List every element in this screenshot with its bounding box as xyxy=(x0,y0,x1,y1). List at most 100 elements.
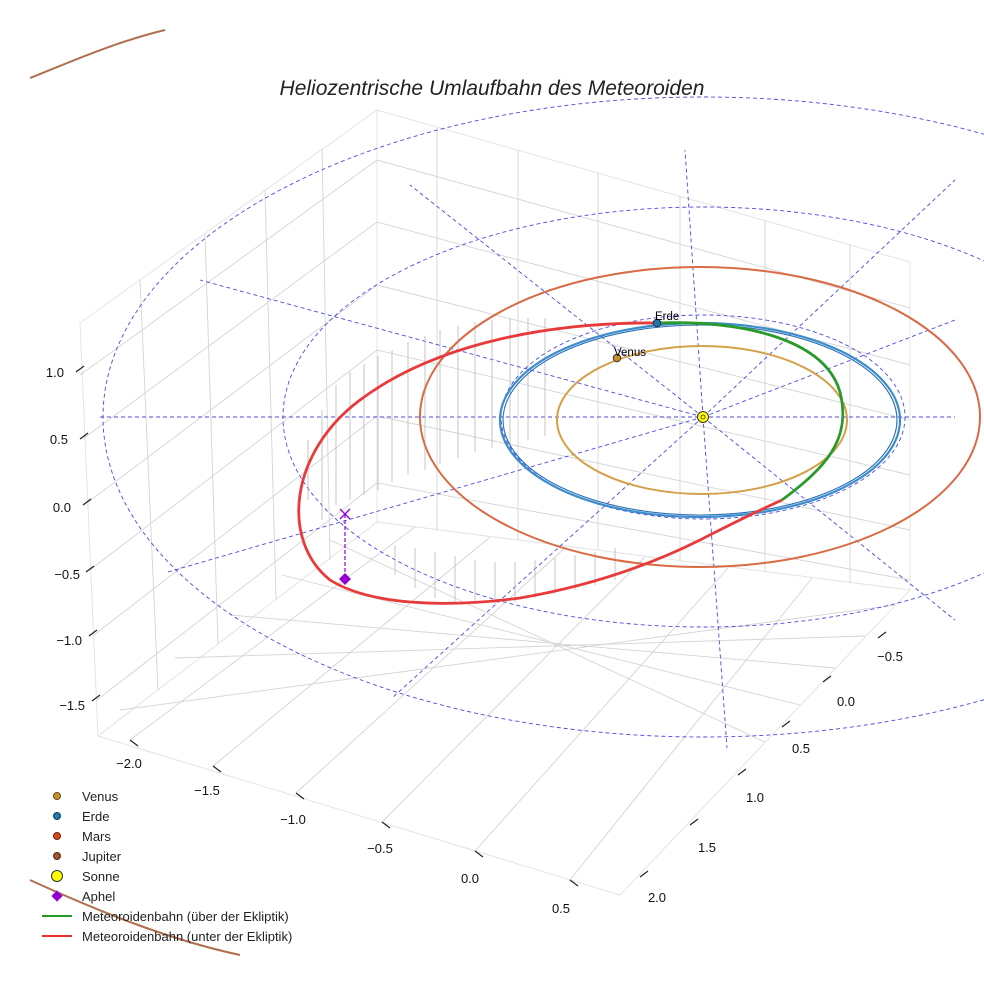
z-axis-tick xyxy=(85,565,95,573)
legend: Venus Erde Mars Jupiter Sonne Aphel Mete… xyxy=(40,786,370,946)
x-axis-tick xyxy=(569,879,579,887)
x-tick-label: −1.0 xyxy=(280,812,306,827)
legend-label: Venus xyxy=(82,788,119,804)
grid-line xyxy=(474,567,729,852)
grid-line xyxy=(376,415,911,531)
y-tick-label: −0.5 xyxy=(877,649,903,664)
y-axis-tick xyxy=(737,768,747,776)
reference-ray xyxy=(409,184,704,418)
floor-pane xyxy=(96,521,912,896)
earth-orbit-inner xyxy=(502,324,898,516)
z-tick-label: 0.0 xyxy=(53,500,71,515)
legend-item-orbit-below: Meteoroidenbahn (unter der Ekliptik) xyxy=(40,926,370,946)
y-axis-tick xyxy=(689,818,699,826)
aphelion-diamond xyxy=(339,573,351,585)
z-axis: 1.0 0.5 0.0 −0.5 −1.0 −1.5 xyxy=(46,365,101,713)
grid-line xyxy=(329,539,766,743)
y-tick-label: 0.0 xyxy=(837,694,855,709)
legend-line xyxy=(42,935,72,937)
legend-dot xyxy=(53,852,61,860)
grid-line xyxy=(93,415,378,636)
jupiter-orbit-arc xyxy=(29,29,166,79)
jupiter-legend-icon xyxy=(40,846,74,866)
venus-marker xyxy=(612,353,622,363)
z-tick-label: −1.0 xyxy=(56,633,82,648)
z-axis-tick xyxy=(91,694,101,702)
z-axis-tick xyxy=(88,629,98,637)
legend-label: Jupiter xyxy=(82,848,122,864)
x-tick-label: −2.0 xyxy=(116,756,142,771)
x-axis-tick xyxy=(295,792,305,800)
z-axis-tick xyxy=(79,432,89,440)
legend-dot xyxy=(53,812,61,820)
y-axis-tick xyxy=(822,675,832,683)
x-tick-label: 0.0 xyxy=(461,871,479,886)
grid-line xyxy=(129,526,416,741)
grid-line xyxy=(376,221,911,366)
grid-line xyxy=(229,614,836,669)
x-axis-tick xyxy=(129,739,139,747)
reference-ray xyxy=(702,416,728,749)
grid-line xyxy=(89,349,378,571)
venus-legend-icon xyxy=(40,786,74,806)
legend-label: Aphel xyxy=(82,888,116,904)
grid-line xyxy=(83,221,378,439)
grid-line xyxy=(204,233,219,645)
legend-sun-marker xyxy=(51,870,63,882)
grid-line xyxy=(96,482,378,701)
meteoroid-orbit-below xyxy=(297,321,783,605)
venus-orbit xyxy=(556,345,848,495)
legend-item-erde: Erde xyxy=(40,806,370,826)
grid-line xyxy=(139,279,159,691)
grid-line xyxy=(321,148,331,561)
reference-ray xyxy=(702,179,956,418)
legend-item-venus: Venus xyxy=(40,786,370,806)
line-legend-icon xyxy=(40,906,74,926)
sun-core xyxy=(700,414,706,420)
y-axis: −0.5 0.0 0.5 1.0 1.5 2.0 xyxy=(639,631,903,905)
reference-ray xyxy=(702,416,956,621)
legend-dot xyxy=(53,792,61,800)
planet-markers: Erde Venus xyxy=(612,311,679,363)
grid-line xyxy=(119,604,896,711)
y-axis-tick xyxy=(877,631,887,639)
y-axis-tick xyxy=(781,720,791,728)
earth-legend-icon xyxy=(40,806,74,826)
mars-legend-icon xyxy=(40,826,74,846)
mars-orbit xyxy=(419,266,981,568)
chart-title: Heliozentrische Umlaufbahn des Meteoroid… xyxy=(280,77,705,100)
z-tick-label: −1.5 xyxy=(59,698,85,713)
aphelion-projection-cross xyxy=(339,508,351,520)
earth-label: Erde xyxy=(655,311,679,323)
z-tick-label: −0.5 xyxy=(54,567,80,582)
y-axis-tick xyxy=(639,870,649,878)
earth-marker xyxy=(652,318,662,328)
x-tick-label: −1.5 xyxy=(194,783,220,798)
y-tick-label: 1.0 xyxy=(746,790,764,805)
legend-item-mars: Mars xyxy=(40,826,370,846)
meteoroid-orbit-above xyxy=(656,321,845,502)
reference-ray xyxy=(684,149,704,418)
legend-item-jupiter: Jupiter xyxy=(40,846,370,866)
x-tick-label: 0.5 xyxy=(552,901,570,916)
sun-circle xyxy=(697,411,709,423)
y-tick-label: 0.5 xyxy=(792,741,810,756)
aphelion-marker xyxy=(339,508,351,585)
legend-label: Meteoroidenbahn (über der Ekliptik) xyxy=(82,908,289,924)
legend-dot xyxy=(53,832,61,840)
legend-label: Mars xyxy=(82,828,111,844)
sun-legend-icon xyxy=(40,866,74,886)
legend-item-sonne: Sonne xyxy=(40,866,370,886)
x-axis: −2.0 −1.5 −1.0 −0.5 0.0 0.5 xyxy=(116,739,579,916)
legend-diamond xyxy=(51,890,63,902)
z-tick-label: 0.5 xyxy=(50,432,68,447)
legend-item-aphel: Aphel xyxy=(40,886,370,906)
meteoroid-orbit xyxy=(297,321,845,605)
y-tick-label: 2.0 xyxy=(648,890,666,905)
z-axis-tick xyxy=(82,498,92,506)
x-axis-tick xyxy=(212,765,222,773)
grid-line xyxy=(376,349,911,476)
grid-line xyxy=(569,577,813,881)
grid-line xyxy=(295,546,567,794)
